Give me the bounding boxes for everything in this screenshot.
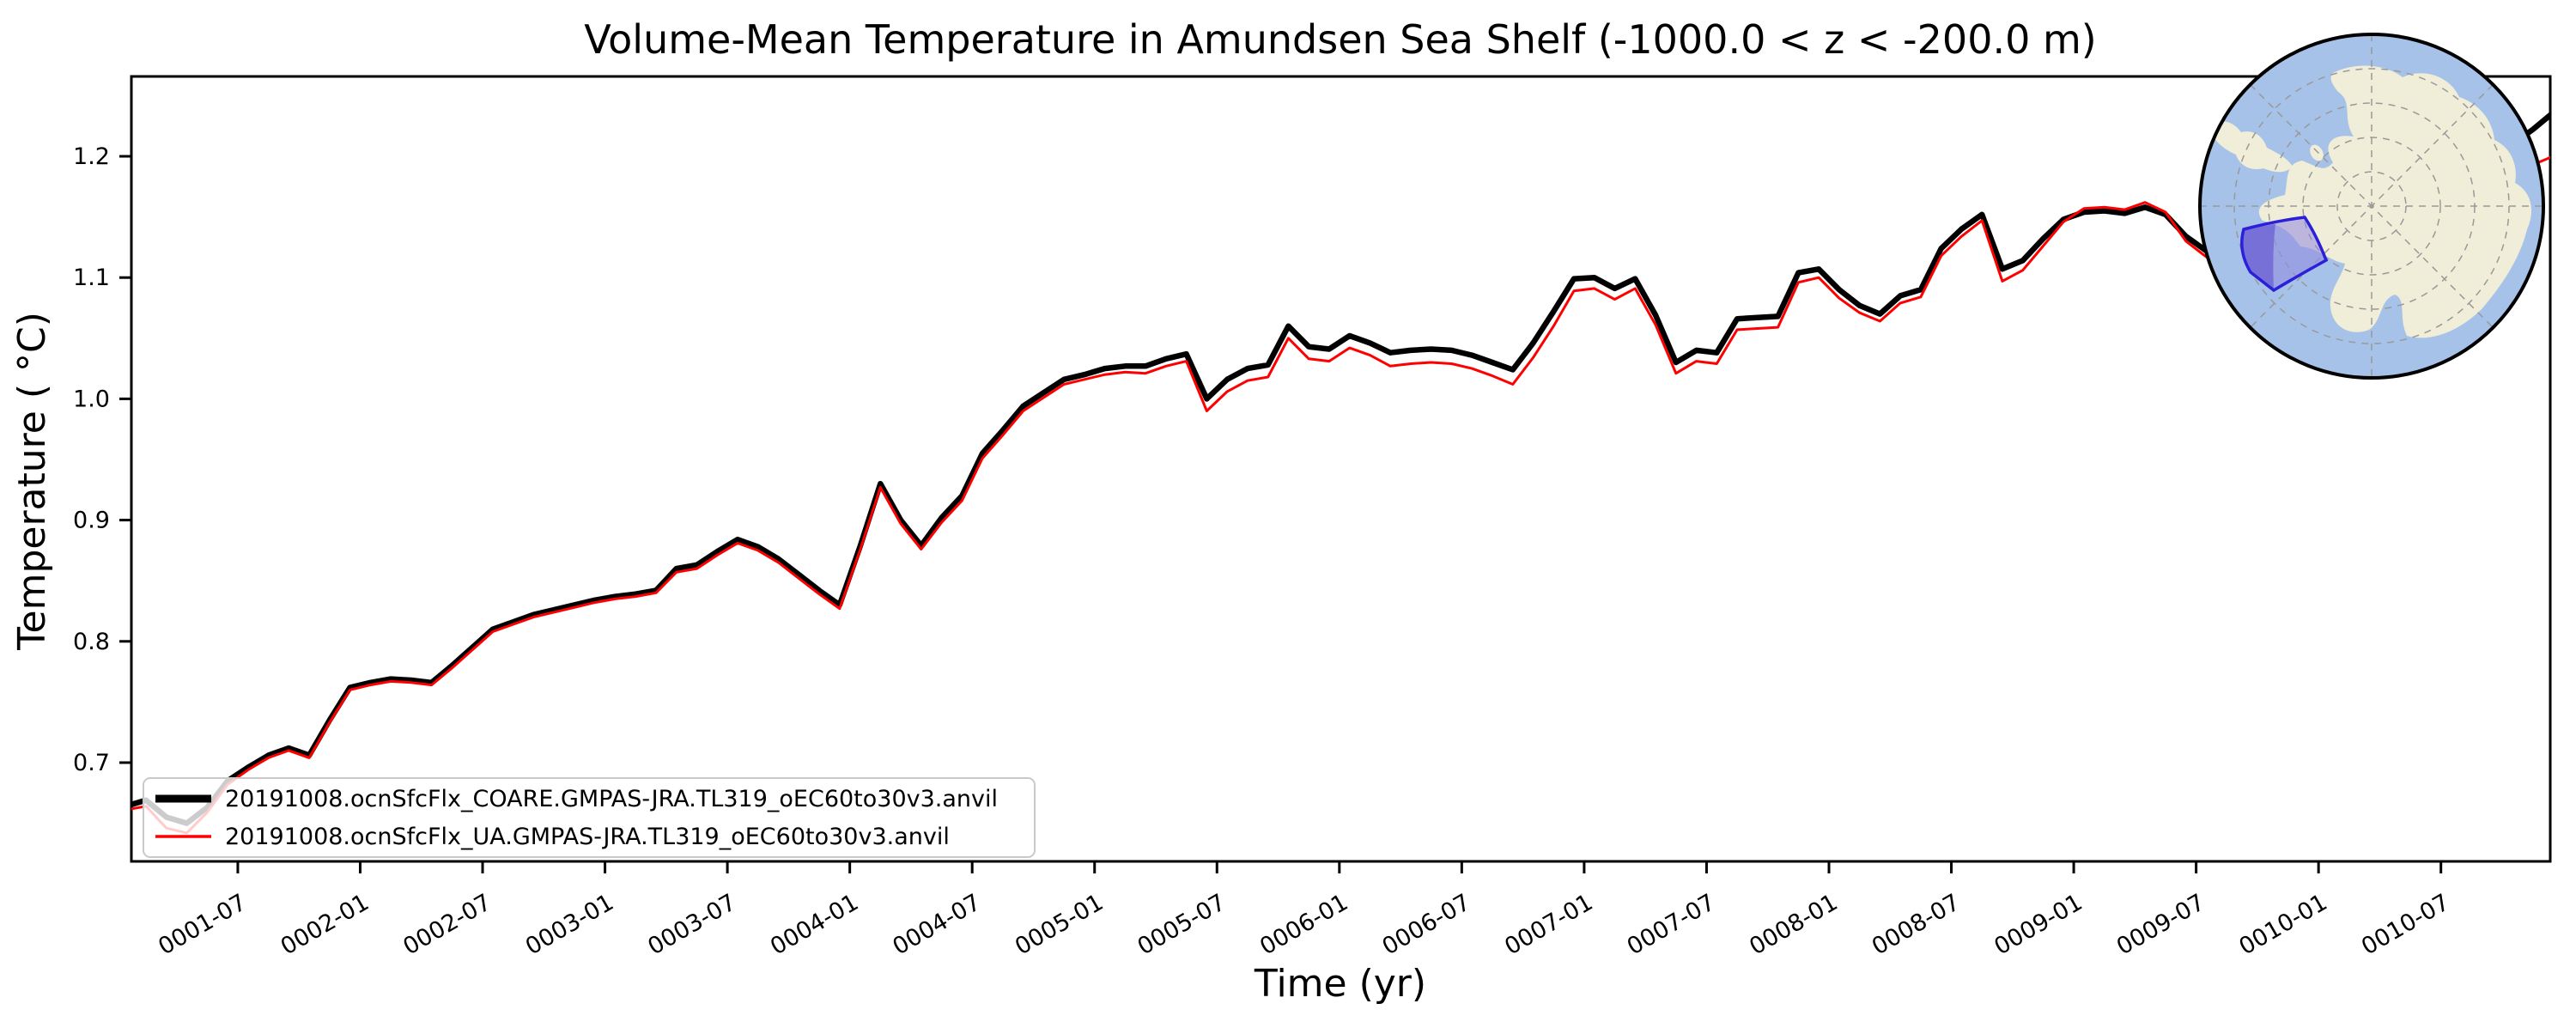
map-island	[2310, 144, 2324, 161]
antarctica-inset-map	[2198, 33, 2545, 380]
series-line-ua	[131, 154, 2550, 835]
y-axis: 0.7 0.8 0.9 1.0 1.1 1.2	[73, 143, 131, 776]
map-region-amundsen	[2241, 217, 2326, 290]
map-antarctica-mainland	[2258, 65, 2532, 338]
legend-label-coare: 20191008.ocnSfcFlx_COARE.GMPAS-JRA.TL319…	[225, 786, 998, 812]
map-region-amundsen-border	[2240, 216, 2329, 293]
y-tick-label: 1.0	[73, 386, 110, 412]
y-axis-label: Temperature ( °C)	[10, 312, 54, 651]
data-series	[131, 111, 2550, 835]
y-tick-label: 0.9	[73, 508, 110, 534]
legend: 20191008.ocnSfcFlx_COARE.GMPAS-JRA.TL319…	[143, 777, 1036, 858]
legend-box	[143, 777, 1036, 858]
x-axis-label: Time (yr)	[1254, 962, 1426, 1006]
y-tick-label: 1.2	[73, 143, 110, 170]
map-circle-border	[2198, 33, 2545, 380]
y-tick-label: 0.8	[73, 629, 110, 655]
series-line-coare	[131, 111, 2550, 826]
axes-frame	[130, 75, 2552, 863]
map-antarctic-peninsula	[2211, 121, 2293, 173]
legend-label-ua: 20191008.ocnSfcFlx_UA.GMPAS-JRA.TL319_oE…	[225, 824, 950, 850]
chart-title: Volume-Mean Temperature in Amundsen Sea …	[584, 16, 2096, 63]
map-graticule	[2200, 34, 2543, 378]
map-meridian	[2250, 84, 2494, 328]
y-tick-label: 0.7	[73, 750, 110, 776]
y-tick-label: 1.1	[73, 265, 110, 291]
